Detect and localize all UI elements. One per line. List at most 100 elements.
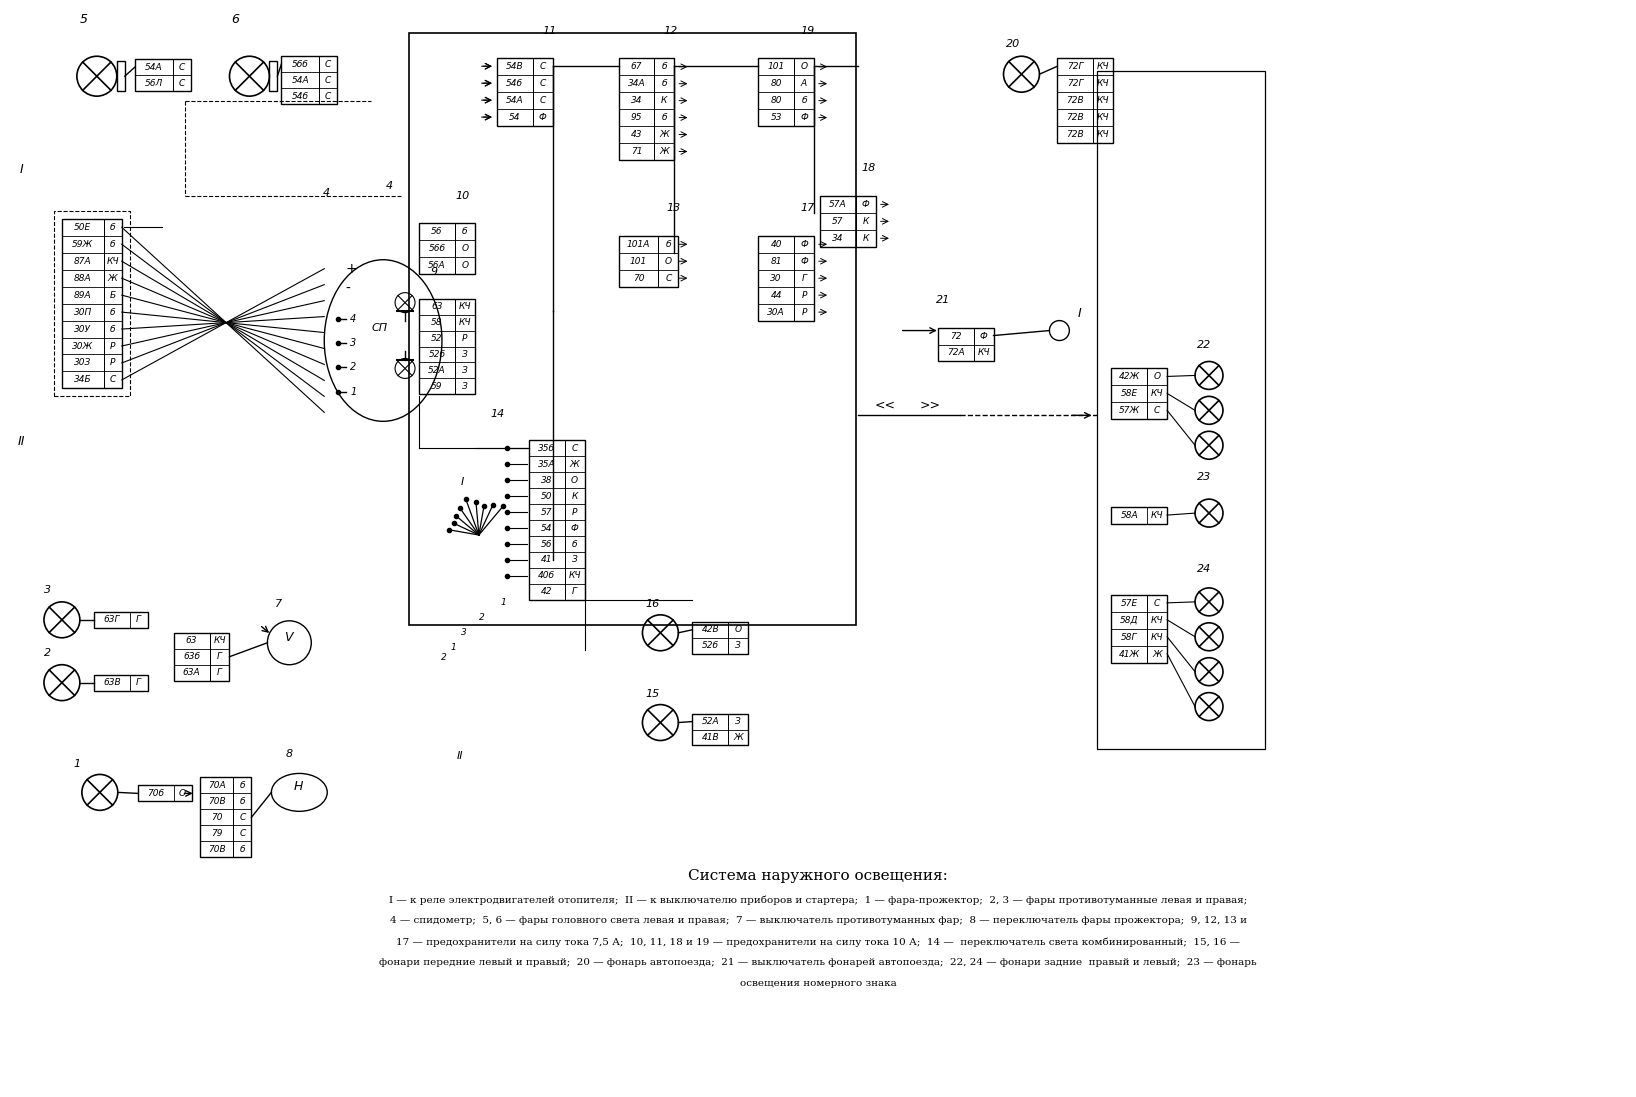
Text: освещения номерного знака: освещения номерного знака (739, 979, 897, 988)
Text: Г: Г (802, 273, 807, 283)
Text: 4: 4 (324, 188, 330, 197)
Text: 3: 3 (350, 338, 357, 348)
Text: б: б (661, 113, 667, 122)
Bar (54, 211, 129, 396)
Text: I: I (461, 477, 465, 487)
Text: V: V (285, 631, 293, 644)
Text: 80: 80 (771, 79, 782, 88)
Text: 58Д: 58Д (1121, 615, 1139, 625)
Text: 12: 12 (663, 26, 677, 36)
Text: 1: 1 (452, 643, 456, 652)
Text: 38: 38 (542, 476, 553, 485)
Text: 17 — предохранители на силу тока 7,5 А;  10, 11, 18 и 19 — предохранители на сил: 17 — предохранители на силу тока 7,5 А; … (396, 937, 1240, 947)
Bar (1111, 595, 1166, 663)
Text: 50Е: 50Е (74, 223, 92, 231)
Text: О: О (800, 63, 808, 71)
Text: 89А: 89А (74, 291, 92, 299)
Text: 58Г: 58Г (1121, 633, 1137, 642)
Bar (497, 58, 553, 126)
Text: 54В: 54В (506, 63, 524, 71)
Text: фонари передние левый и правый;  20 — фонарь автопоезда;  21 — выключатель фонар: фонари передние левый и правый; 20 — фон… (380, 958, 1256, 966)
Text: Ж: Ж (1152, 649, 1162, 658)
Text: Р: Р (110, 341, 116, 351)
Text: б: б (666, 240, 671, 249)
Bar (618, 58, 674, 160)
Text: б: б (461, 227, 468, 236)
Bar (409, 33, 856, 625)
Text: Ж: Ж (569, 460, 579, 468)
Text: 72А: 72А (947, 349, 965, 358)
Text: 30У: 30У (74, 325, 92, 333)
Text: 19: 19 (800, 26, 815, 36)
Text: II: II (18, 436, 26, 449)
Text: 30П: 30П (74, 307, 92, 317)
Text: <<: << (875, 398, 897, 411)
Text: Б: Б (110, 291, 116, 299)
Text: О: О (735, 625, 741, 634)
Bar (137, 785, 191, 801)
Text: 41В: 41В (702, 733, 720, 742)
Text: Р: Р (110, 359, 116, 367)
Text: 2: 2 (479, 613, 484, 622)
Text: КЧ: КЧ (458, 302, 471, 312)
Bar (1111, 369, 1166, 419)
Text: б: б (110, 307, 116, 317)
Bar (692, 713, 748, 746)
Text: КЧ: КЧ (977, 349, 990, 358)
Text: 16: 16 (646, 599, 659, 609)
Text: 18: 18 (862, 163, 877, 173)
Text: 30: 30 (771, 273, 782, 283)
Text: 40: 40 (771, 240, 782, 249)
Bar (419, 223, 474, 273)
Text: Г: Г (573, 587, 578, 597)
Text: КЧ: КЧ (1150, 615, 1163, 625)
Text: 54: 54 (509, 113, 520, 122)
Bar (173, 633, 229, 680)
Text: 54б: 54б (506, 79, 524, 88)
Text: 88А: 88А (74, 273, 92, 283)
Text: К: К (862, 234, 869, 242)
Text: КЧ: КЧ (1098, 79, 1109, 88)
Text: 1: 1 (74, 759, 82, 769)
Text: >>: >> (919, 398, 941, 411)
Text: 34: 34 (833, 234, 844, 242)
Text: 30З: 30З (74, 359, 92, 367)
Text: 6: 6 (231, 13, 239, 26)
Text: О: О (178, 789, 187, 798)
Text: I: I (20, 163, 25, 176)
Text: 57А: 57А (829, 200, 847, 208)
Text: Ж: Ж (659, 147, 669, 156)
Text: 58Е: 58Е (1121, 389, 1137, 398)
Text: 42: 42 (542, 587, 553, 597)
Text: Р: Р (802, 291, 807, 299)
Text: 59: 59 (432, 382, 443, 391)
Text: 63А: 63А (183, 668, 200, 677)
Text: 101: 101 (767, 63, 785, 71)
Text: С: С (178, 63, 185, 71)
Text: 101А: 101А (627, 240, 649, 249)
Text: Ф: Ф (538, 113, 546, 122)
Text: Ф: Ф (800, 113, 808, 122)
Text: 1: 1 (350, 387, 357, 397)
Text: 63: 63 (187, 636, 198, 645)
Text: З: З (461, 382, 468, 391)
Text: КЧ: КЧ (458, 318, 471, 327)
Text: С: С (1153, 406, 1160, 416)
Text: К: К (661, 97, 667, 105)
Text: 79: 79 (211, 828, 222, 838)
Text: 35б: 35б (538, 444, 555, 453)
Text: 53: 53 (771, 113, 782, 122)
Bar (93, 612, 147, 627)
Text: Ж: Ж (659, 131, 669, 139)
Text: С: С (239, 828, 245, 838)
Text: 63В: 63В (103, 678, 121, 687)
Text: С: С (571, 444, 578, 453)
Text: 4 — спидометр;  5, 6 — фары головного света левая и правая;  7 — выключатель про: 4 — спидометр; 5, 6 — фары головного све… (389, 916, 1247, 925)
Bar (757, 236, 815, 320)
Text: Н: Н (293, 780, 303, 793)
Text: б: б (573, 540, 578, 548)
Text: 15: 15 (646, 689, 659, 699)
Text: 2: 2 (442, 653, 447, 661)
Text: КЧ: КЧ (213, 636, 226, 645)
Text: б: б (240, 781, 245, 790)
